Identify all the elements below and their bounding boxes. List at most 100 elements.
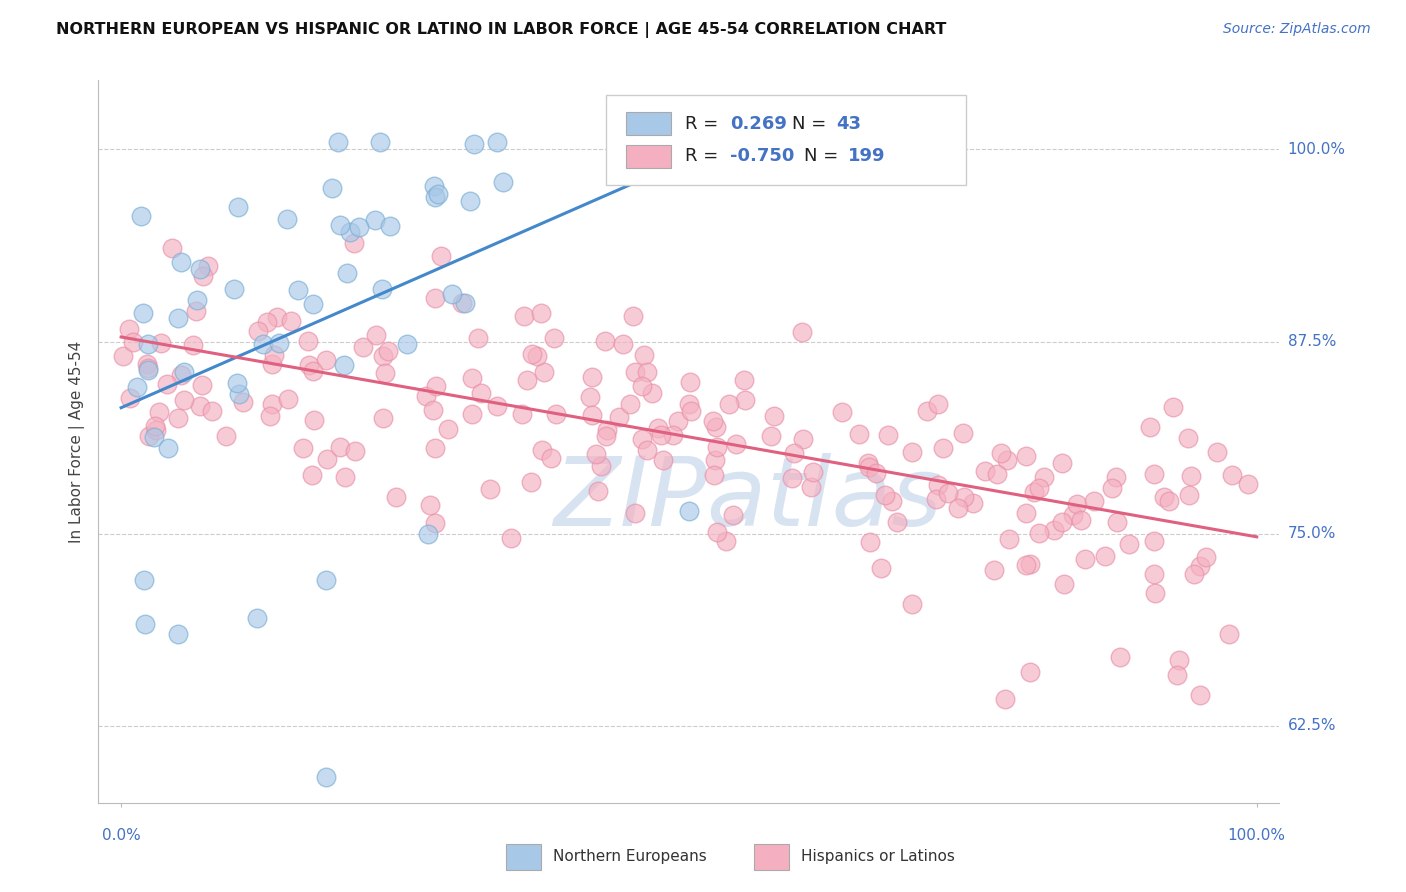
Point: [136, 361, 159, 376]
Point: [148, 405, 170, 419]
Point: [882, 494, 904, 508]
Point: [1189, 558, 1212, 573]
Point: [1206, 445, 1229, 459]
Point: [316, 452, 339, 467]
Point: [226, 201, 249, 215]
Point: [596, 423, 619, 437]
Point: [721, 508, 744, 522]
Point: [533, 365, 555, 379]
Point: [520, 347, 543, 361]
Point: [150, 336, 173, 351]
Point: [262, 397, 284, 411]
Point: [901, 597, 924, 611]
Point: [865, 467, 887, 481]
Point: [588, 483, 610, 498]
Point: [321, 181, 343, 195]
Point: [1083, 493, 1105, 508]
Point: [353, 340, 375, 354]
Point: [197, 260, 219, 274]
Point: [364, 327, 387, 342]
Point: [595, 334, 617, 348]
Point: [201, 404, 224, 418]
Point: [335, 470, 357, 484]
Point: [215, 428, 238, 442]
Point: [371, 349, 394, 363]
Point: [543, 331, 565, 345]
Point: [1042, 524, 1064, 538]
Point: [427, 187, 450, 202]
Point: [1094, 549, 1116, 564]
Text: 0.0%: 0.0%: [101, 828, 141, 843]
Point: [492, 175, 515, 189]
Point: [191, 269, 214, 284]
Text: 62.5%: 62.5%: [1288, 718, 1336, 733]
Point: [650, 428, 672, 442]
Point: [1022, 484, 1045, 499]
Point: [370, 135, 392, 149]
Point: [329, 440, 352, 454]
Point: [724, 437, 747, 451]
Point: [1028, 481, 1050, 495]
Point: [132, 306, 155, 320]
Text: 199: 199: [848, 147, 886, 165]
Point: [631, 379, 654, 393]
Point: [1109, 649, 1132, 664]
Point: [315, 770, 337, 784]
Point: [856, 456, 879, 470]
Point: [247, 325, 270, 339]
Point: [1104, 470, 1126, 484]
Point: [486, 399, 509, 413]
Point: [344, 443, 367, 458]
Point: [266, 310, 288, 325]
Point: [167, 311, 190, 326]
Point: [668, 414, 690, 428]
Point: [501, 532, 523, 546]
Point: [512, 309, 534, 323]
Point: [936, 486, 959, 500]
Point: [886, 515, 908, 529]
Point: [184, 303, 207, 318]
Point: [1050, 515, 1073, 529]
Point: [579, 390, 602, 404]
Point: [252, 336, 274, 351]
FancyBboxPatch shape: [506, 845, 541, 870]
Point: [633, 348, 655, 362]
FancyBboxPatch shape: [626, 112, 671, 136]
Point: [1028, 526, 1050, 541]
Point: [287, 283, 309, 297]
Point: [138, 428, 160, 442]
Point: [419, 498, 441, 512]
Point: [589, 459, 612, 474]
Point: [1105, 515, 1128, 529]
Point: [983, 563, 1005, 577]
Point: [714, 534, 737, 549]
Point: [647, 421, 669, 435]
Point: [183, 338, 205, 352]
Point: [384, 490, 406, 504]
Point: [170, 255, 193, 269]
Point: [1167, 653, 1189, 667]
Point: [516, 373, 538, 387]
Point: [1182, 566, 1205, 581]
Point: [134, 617, 156, 632]
Point: [347, 220, 370, 235]
Point: [256, 315, 278, 329]
Point: [315, 573, 337, 587]
Point: [783, 446, 806, 460]
Point: [1142, 467, 1164, 482]
Point: [831, 405, 853, 419]
Point: [395, 337, 418, 351]
Point: [131, 209, 153, 223]
Point: [952, 490, 974, 504]
Text: 75.0%: 75.0%: [1288, 526, 1336, 541]
Point: [581, 370, 603, 384]
Point: [761, 428, 783, 442]
Point: [336, 266, 359, 280]
Point: [277, 392, 299, 407]
Point: [780, 471, 803, 485]
Point: [678, 504, 700, 518]
Point: [186, 293, 208, 308]
Point: [520, 475, 543, 490]
Point: [374, 366, 396, 380]
Point: [301, 468, 323, 483]
